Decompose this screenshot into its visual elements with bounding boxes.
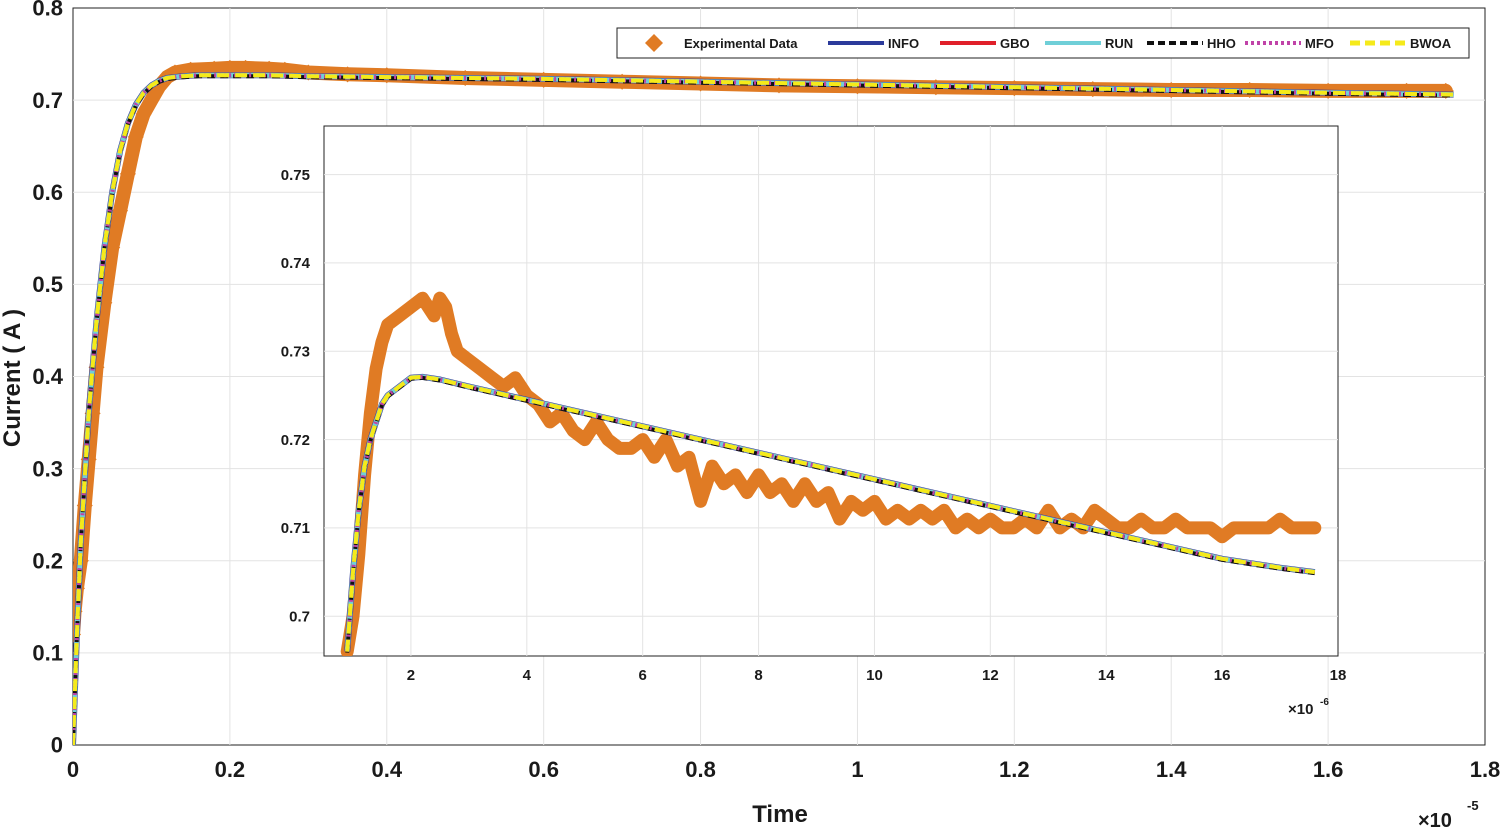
main-series xyxy=(73,59,1454,745)
legend-item-bwoa: BWOA xyxy=(1350,36,1452,51)
inset-x-exponent-power: -6 xyxy=(1320,697,1329,708)
legend-swatch-experimental-data xyxy=(645,34,663,52)
main-x-tick-label: 1.6 xyxy=(1313,757,1344,782)
inset-y-tick-label: 0.74 xyxy=(281,255,311,272)
x-exponent-label: ×10 -5 xyxy=(1418,798,1479,828)
inset-x-exponent-base: ×10 xyxy=(1288,701,1313,718)
main-y-tick-label: 0 xyxy=(51,733,63,758)
inset-bwoa-line xyxy=(345,374,1316,652)
inset-x-tick-label: 10 xyxy=(866,667,883,684)
legend-label: HHO xyxy=(1207,36,1236,51)
main-x-tick-label: 1.4 xyxy=(1156,757,1187,782)
inset-y-tick-label: 0.73 xyxy=(281,344,310,361)
inset-x-exponent-label: ×10 -6 xyxy=(1288,697,1329,718)
main-y-tick-label: 0.4 xyxy=(32,364,63,389)
main-experimental-data-marker xyxy=(143,92,160,109)
legend-item-mfo: MFO xyxy=(1245,36,1334,51)
legend-item-hho: HHO xyxy=(1147,36,1236,51)
inset-x-tick-label: 2 xyxy=(407,667,415,684)
inset-series xyxy=(340,291,1322,656)
main-x-tick-label: 1.8 xyxy=(1470,757,1500,782)
x-exponent-base: ×10 xyxy=(1418,810,1452,828)
main-y-tick-label: 0.8 xyxy=(32,0,63,21)
main-experimental-data-marker xyxy=(127,128,144,145)
legend-label: Experimental Data xyxy=(684,36,798,51)
inset-grid xyxy=(324,126,1338,656)
legend-item-info: INFO xyxy=(828,36,919,51)
main-y-tick-label: 0.5 xyxy=(32,272,63,297)
main-experimental-data-marker xyxy=(221,59,238,76)
inset-x-tick-label: 14 xyxy=(1098,667,1115,684)
inset-y-tick-label: 0.72 xyxy=(281,432,310,449)
main-y-tick-label: 0.6 xyxy=(32,180,63,205)
legend-item-run: RUN xyxy=(1045,36,1133,51)
legend-box xyxy=(616,27,1470,59)
x-axis-title: Time xyxy=(752,801,808,828)
main-experimental-data-marker xyxy=(237,59,254,76)
inset-x-tick-label: 18 xyxy=(1330,667,1347,684)
main-experimental-data-marker xyxy=(112,202,129,219)
main-tick-labels: 0 0.2 0.4 0.6 0.8 1 1.2 1.4 1.6 1.8 0 0.1 0.2 0.3 0.4 0… xyxy=(32,0,1500,782)
legend-label: INFO xyxy=(888,36,919,51)
legend-label: BWOA xyxy=(1410,36,1452,51)
main-y-tick-label: 0.1 xyxy=(32,641,63,666)
main-x-tick-label: 0.6 xyxy=(528,757,559,782)
main-x-tick-label: 1.2 xyxy=(999,757,1030,782)
inset-x-tick-label: 16 xyxy=(1214,667,1231,684)
legend-label: GBO xyxy=(1000,36,1030,51)
x-exponent-power: -5 xyxy=(1467,798,1479,813)
main-x-tick-label: 0.2 xyxy=(215,757,246,782)
legend-label: MFO xyxy=(1305,36,1334,51)
inset-x-tick-label: 12 xyxy=(982,667,999,684)
y-axis-title: Current ( A ) xyxy=(0,309,26,447)
main-x-tick-label: 0 xyxy=(67,757,79,782)
main-experimental-data-marker xyxy=(135,105,152,122)
legend: Experimental Data INFO GBO RUN HHO MFO BWOA xyxy=(616,27,1470,59)
legend-item-gbo: GBO xyxy=(940,36,1030,51)
main-experimental-data-marker xyxy=(119,165,136,182)
legend-item-experimental-data: Experimental Data xyxy=(645,34,798,52)
main-x-tick-label: 0.4 xyxy=(371,757,402,782)
inset-x-tick-label: 8 xyxy=(754,667,762,684)
inset-y-tick-label: 0.71 xyxy=(281,520,310,537)
main-y-tick-label: 0.7 xyxy=(32,88,63,113)
inset-y-tick-label: 0.7 xyxy=(289,609,310,626)
main-x-tick-label: 1 xyxy=(851,757,863,782)
inset-x-tick-label: 4 xyxy=(523,667,532,684)
legend-label: RUN xyxy=(1105,36,1133,51)
inset-x-tick-label: 6 xyxy=(639,667,647,684)
main-x-tick-label: 0.8 xyxy=(685,757,716,782)
inset-y-tick-label: 0.75 xyxy=(281,167,310,184)
inset-experimental-data-line xyxy=(340,291,1322,656)
main-y-tick-label: 0.3 xyxy=(32,456,63,481)
inset-tick-labels: 2 4 6 8 10 12 14 16 18 0.7 0.71 0.72 0.73 0.74 0.75 xyxy=(281,167,1347,684)
main-experimental-data-marker xyxy=(104,239,121,256)
main-y-tick-label: 0.2 xyxy=(32,548,63,573)
main-bwoa-line xyxy=(73,73,1454,745)
